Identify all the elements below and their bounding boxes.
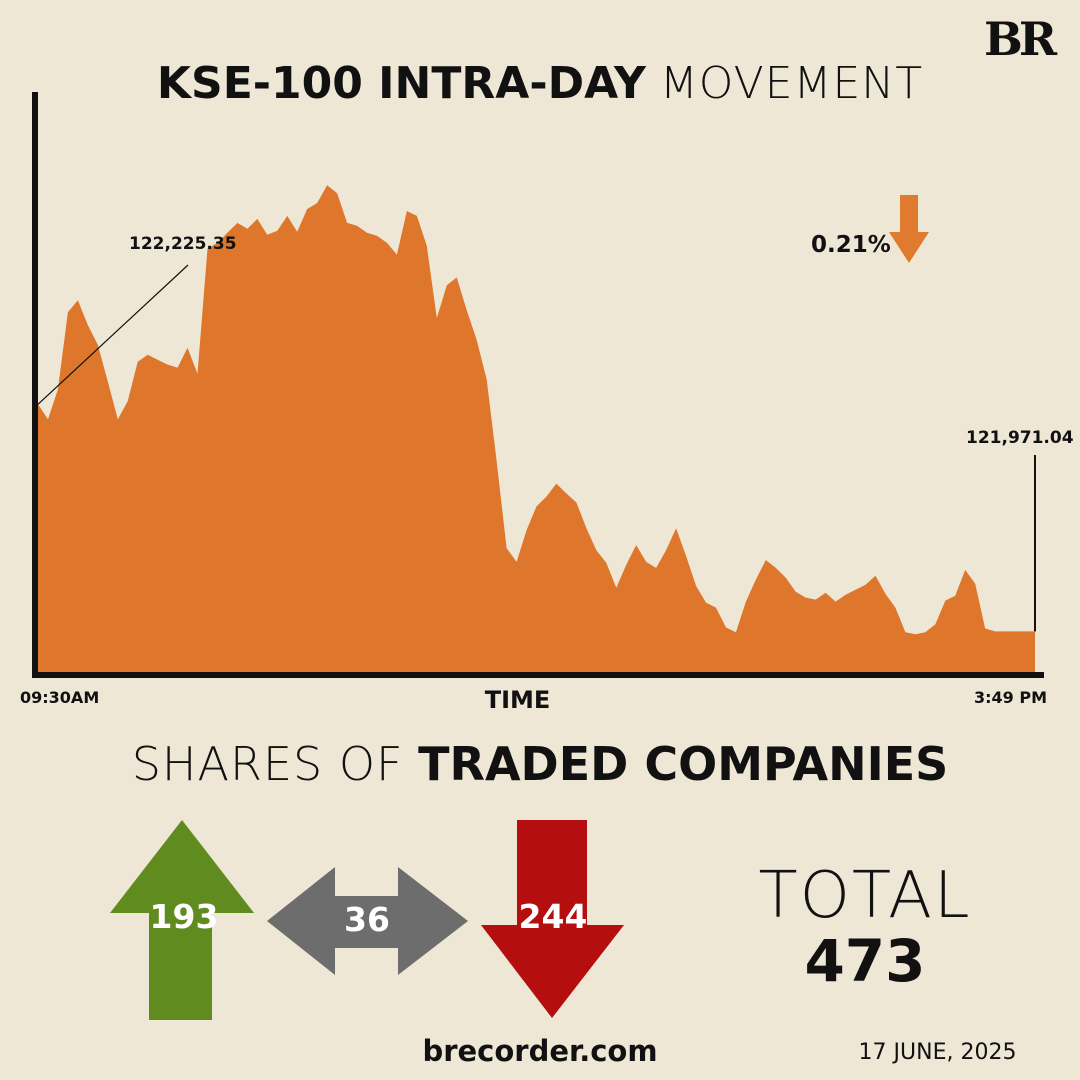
chart-title-bold: KSE-100 INTRA-DAY [156,58,646,109]
declining-count: 244 [518,897,588,936]
up-arrow-icon [110,820,254,1020]
shares-heading-bold: TRADED COMPANIES [418,737,949,791]
unchanged-arrow-icon [267,867,468,975]
kse100-area-chart [32,92,1044,678]
change-down-arrow-icon [889,195,929,263]
total-value: 473 [804,927,926,995]
shares-heading: SHARES OF TRADED COMPANIES [0,736,1080,792]
chart-title: KSE-100 INTRA-DAY MOVEMENT [0,58,1080,110]
website-url: brecorder.com [422,1034,658,1068]
start-value-label: 122,225.35 [129,234,237,254]
x-axis-end-label: 3:49 PM [974,688,1048,707]
share-counts-arrows [110,820,624,1020]
publication-date: 17 JUNE, 2025 [858,1040,1017,1065]
index-area [38,185,1035,672]
x-axis-start-label: 09:30AM [20,688,100,707]
brecorder-logo: BR [984,12,1057,66]
unchanged-count: 36 [344,900,390,939]
advancing-count: 193 [149,897,219,936]
end-value-label: 121,971.04 [966,428,1074,448]
shares-heading-light: SHARES OF [131,737,404,791]
down-arrow-icon [481,820,624,1018]
start-value-callout-line [37,264,189,405]
chart-title-light: MOVEMENT [659,58,924,109]
change-percent: 0.21% [811,232,891,258]
total-label: TOTAL [758,859,972,933]
x-axis-title: TIME [484,686,551,714]
